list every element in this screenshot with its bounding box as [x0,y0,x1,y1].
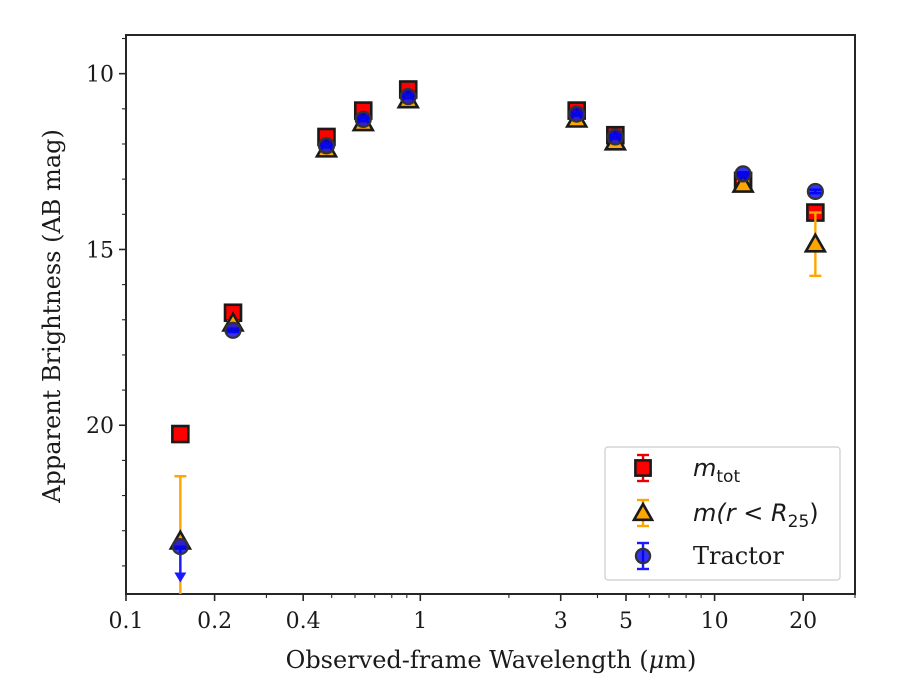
y-tick-label: 10 [86,63,114,88]
x-tick-label: 0.2 [197,609,232,634]
marker-tractor [354,110,372,128]
marker-mr25 [731,172,755,193]
series-tractor [171,87,824,583]
marker-tractor [317,137,336,155]
legend-label-mtot: mtot [693,454,740,487]
marker-tractor [806,182,824,201]
marker-tractor [734,165,752,183]
x-tick-label: 1 [413,609,427,634]
y-axis-label: Apparent Brightness (AB mag) [38,129,66,504]
marker-mtot [171,424,190,444]
legend-entry-mr25: m(r < R25) [631,498,819,532]
legend-label-mr25: m(r < R25) [693,499,819,532]
upper-limit-arrow [174,572,187,583]
legend-box [604,446,841,581]
marker-tractor [171,537,189,556]
plot-frame [125,34,856,595]
legend-label-tractor: Tractor [693,542,784,570]
x-tick-label: 10 [701,609,729,634]
legend-entry-mtot: mtot [634,453,740,487]
marker-mr25 [803,232,828,253]
x-tick-label: 0.4 [286,609,321,634]
legend-entry-tractor: Tractor [634,541,784,571]
legend-marker-tractor [634,547,652,565]
marker-tractor [606,128,624,146]
series-mtot [171,80,825,444]
legend-marker-mr25 [631,501,655,522]
marker-tractor [224,321,242,339]
axes: 0.1 0.2 0.4 1 3 5 10 20 10 15 20 [86,34,856,634]
x-tick-label: 0.1 [109,609,144,634]
y-tick-label: 20 [86,414,114,439]
x-tick-label: 20 [789,609,817,634]
legend: mtot m(r < R25) Tractor [604,446,841,581]
x-axis-label: Observed-frame Wavelength (μm) [286,646,697,674]
x-tick-label: 3 [554,609,568,634]
x-tick-label: 5 [619,609,633,634]
y-tick-label: 15 [86,238,114,263]
marker-tractor [568,105,586,123]
marker-tractor [399,87,417,106]
legend-marker-mtot [634,459,652,477]
data-marks [168,80,828,594]
